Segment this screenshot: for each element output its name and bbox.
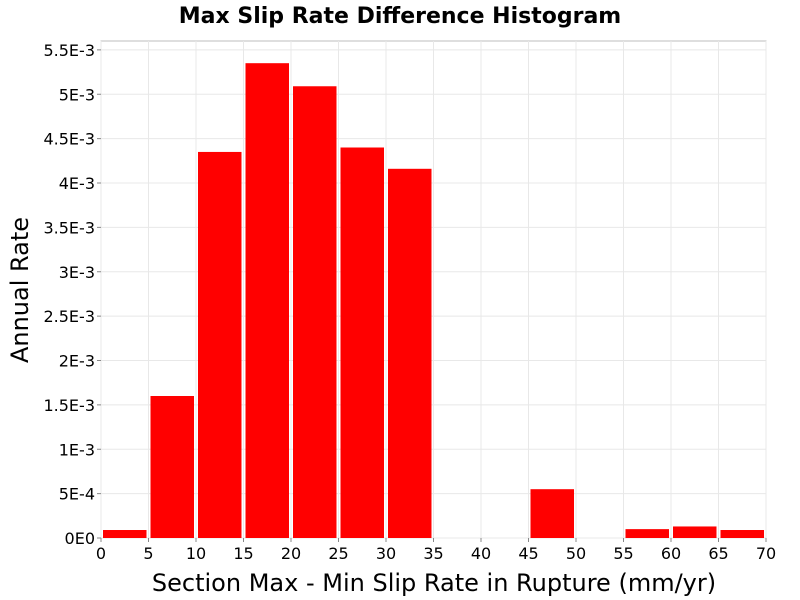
x-tick-label: 10 [186,544,206,563]
x-tick-label: 60 [661,544,681,563]
histogram-bar [103,530,147,538]
histogram-bar [293,86,337,538]
y-tick-label: 2.5E-3 [43,307,95,326]
histogram-bar [340,147,384,538]
y-tick-label: 2E-3 [59,352,95,371]
x-tick-label: 5 [143,544,153,563]
x-tick-label: 20 [281,544,301,563]
y-tick-label: 4.5E-3 [43,130,95,149]
x-tick-label: 15 [233,544,253,563]
y-tick-label: 1E-3 [59,440,95,459]
y-tick-label: 1.5E-3 [43,396,95,415]
x-tick-label: 70 [756,544,776,563]
histogram-bar [625,529,669,538]
y-tick-label: 0E0 [65,529,95,548]
y-axis-label: Annual Rate [6,217,34,363]
y-tick-label: 5E-3 [59,85,95,104]
histogram-bar [530,489,574,538]
y-tick-label: 3.5E-3 [43,218,95,237]
x-tick-label: 0 [96,544,106,563]
bars-layer [103,63,764,539]
x-tick-label: 35 [423,544,443,563]
histogram-bar [150,396,194,538]
x-tick-label: 55 [613,544,633,563]
x-axis-ticks: 0 5 10 15 20 25 30 35 40 45 50 55 60 65 70 [96,538,776,563]
histogram-bar [720,530,764,538]
x-axis-label: Section Max - Min Slip Rate in Rupture (… [152,569,716,597]
y-tick-label: 5.5E-3 [43,41,95,60]
histogram-bar [388,168,432,539]
histogram-bar [198,151,242,538]
chart-title: Max Slip Rate Difference Histogram [179,4,621,29]
x-tick-label: 30 [376,544,396,563]
histogram-bar [245,63,289,538]
x-tick-label: 45 [518,544,538,563]
y-axis-ticks: 0E0 5E-4 1E-3 1.5E-3 2E-3 2.5E-3 3E-3 3.5E-3 4E-… [43,41,101,548]
x-tick-label: 25 [328,544,348,563]
y-tick-label: 3E-3 [59,263,95,282]
x-tick-label: 40 [471,544,491,563]
y-tick-label: 5E-4 [59,485,95,504]
x-tick-label: 50 [566,544,586,563]
histogram-bar [673,526,717,538]
y-tick-label: 4E-3 [59,174,95,193]
x-tick-label: 65 [708,544,728,563]
